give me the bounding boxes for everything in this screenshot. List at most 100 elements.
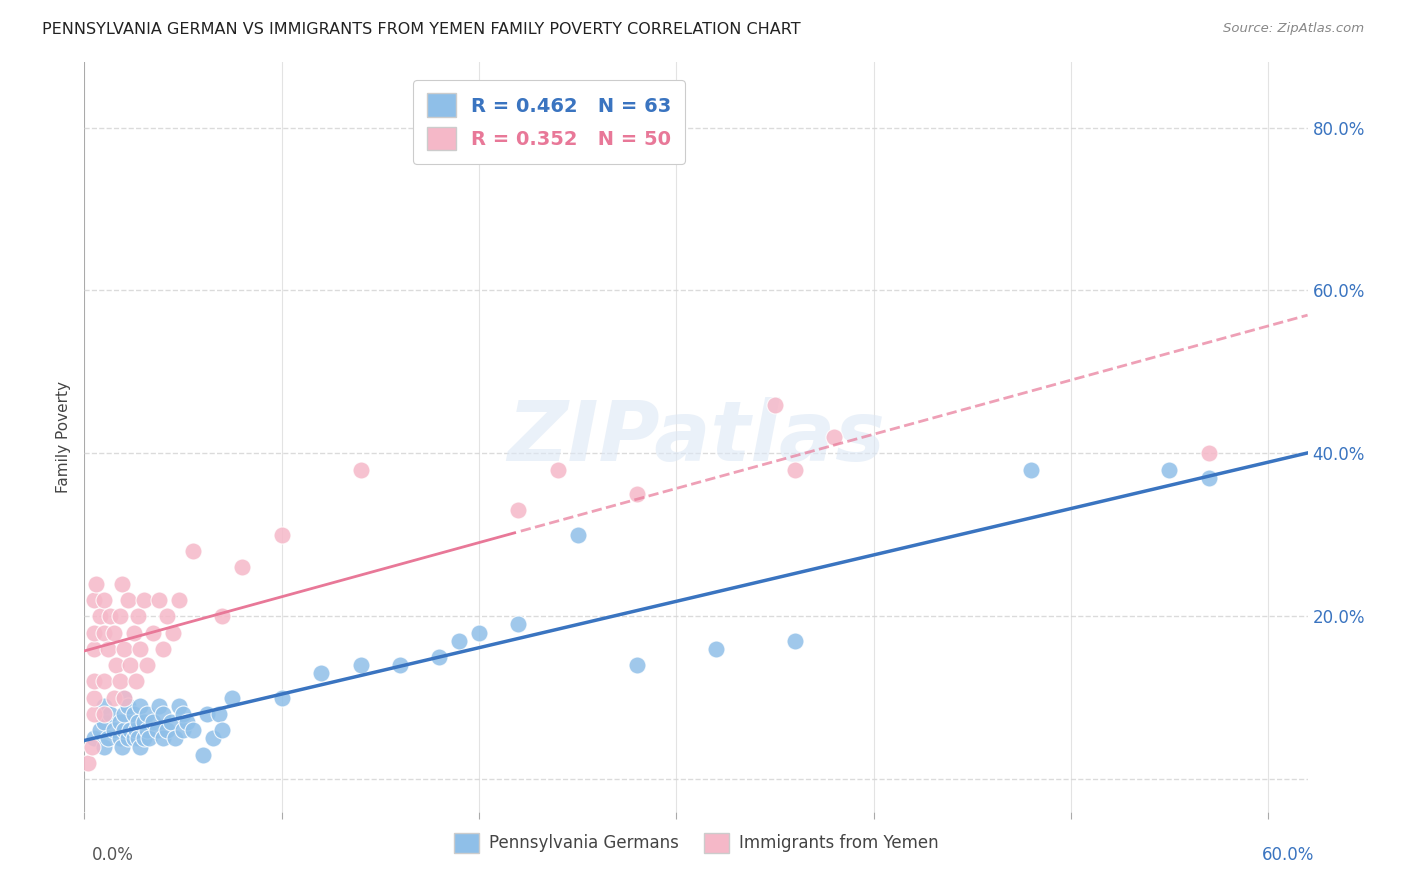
Point: [146, 723, 169, 738]
Point: [823, 430, 845, 444]
Point: [626, 658, 648, 673]
Point: [195, 706, 218, 721]
Text: Source: ZipAtlas.com: Source: ZipAtlas.com: [1223, 22, 1364, 36]
Point: [152, 706, 174, 721]
Point: [132, 715, 155, 730]
Point: [89, 723, 111, 738]
Point: [389, 658, 412, 673]
Point: [103, 625, 125, 640]
Point: [128, 698, 150, 713]
Point: [98, 609, 121, 624]
Point: [165, 731, 187, 746]
Point: [97, 731, 120, 746]
Point: [142, 625, 165, 640]
Text: ZIPatlas: ZIPatlas: [508, 397, 884, 477]
Point: [211, 723, 233, 738]
Point: [160, 715, 183, 730]
Point: [207, 706, 229, 721]
Point: [124, 674, 146, 689]
Point: [127, 609, 149, 624]
Point: [270, 690, 292, 705]
Text: 0.0%: 0.0%: [91, 846, 134, 863]
Point: [156, 609, 179, 624]
Point: [156, 723, 179, 738]
Point: [83, 690, 105, 705]
Point: [112, 723, 135, 738]
Point: [349, 463, 371, 477]
Point: [136, 658, 159, 673]
Point: [231, 560, 253, 574]
Point: [468, 625, 491, 640]
Point: [93, 674, 115, 689]
Point: [191, 747, 214, 762]
Point: [83, 641, 105, 656]
Point: [124, 723, 146, 738]
Point: [93, 593, 115, 607]
Point: [704, 641, 727, 656]
Point: [122, 706, 145, 721]
Point: [132, 731, 155, 746]
Point: [138, 731, 160, 746]
Point: [118, 723, 141, 738]
Point: [172, 706, 194, 721]
Point: [112, 641, 135, 656]
Point: [77, 756, 100, 770]
Point: [84, 576, 107, 591]
Point: [136, 723, 159, 738]
Point: [508, 617, 530, 632]
Point: [122, 625, 145, 640]
Point: [211, 609, 233, 624]
Point: [1198, 471, 1220, 485]
Point: [783, 463, 806, 477]
Point: [83, 674, 105, 689]
Point: [117, 698, 139, 713]
Point: [547, 463, 569, 477]
Point: [148, 698, 170, 713]
Point: [97, 641, 120, 656]
Point: [104, 658, 127, 673]
Point: [117, 593, 139, 607]
Point: [783, 633, 806, 648]
Point: [118, 658, 141, 673]
Point: [132, 593, 155, 607]
Point: [127, 731, 149, 746]
Point: [83, 706, 105, 721]
Point: [152, 731, 174, 746]
Point: [117, 731, 139, 746]
Point: [172, 723, 194, 738]
Legend: Pennsylvania Germans, Immigrants from Yemen: Pennsylvania Germans, Immigrants from Ye…: [447, 826, 945, 860]
Point: [103, 690, 125, 705]
Point: [93, 698, 115, 713]
Point: [181, 723, 204, 738]
Point: [83, 731, 105, 746]
Point: [103, 723, 125, 738]
Point: [449, 633, 471, 648]
Point: [349, 658, 371, 673]
Point: [127, 715, 149, 730]
Point: [122, 731, 145, 746]
Text: PENNSYLVANIA GERMAN VS IMMIGRANTS FROM YEMEN FAMILY POVERTY CORRELATION CHART: PENNSYLVANIA GERMAN VS IMMIGRANTS FROM Y…: [42, 22, 801, 37]
Point: [93, 625, 115, 640]
Point: [142, 715, 165, 730]
Point: [1159, 463, 1181, 477]
Point: [108, 609, 131, 624]
Point: [201, 731, 224, 746]
Point: [167, 698, 190, 713]
Point: [93, 715, 115, 730]
Text: 60.0%: 60.0%: [1263, 846, 1315, 863]
Point: [181, 544, 204, 558]
Point: [162, 625, 184, 640]
Point: [98, 706, 121, 721]
Point: [83, 593, 105, 607]
Point: [152, 641, 174, 656]
Point: [112, 706, 135, 721]
Point: [176, 715, 198, 730]
Point: [128, 739, 150, 754]
Point: [1198, 446, 1220, 460]
Point: [93, 739, 115, 754]
Point: [221, 690, 243, 705]
Point: [108, 674, 131, 689]
Point: [309, 666, 332, 681]
Point: [270, 528, 292, 542]
Point: [108, 715, 131, 730]
